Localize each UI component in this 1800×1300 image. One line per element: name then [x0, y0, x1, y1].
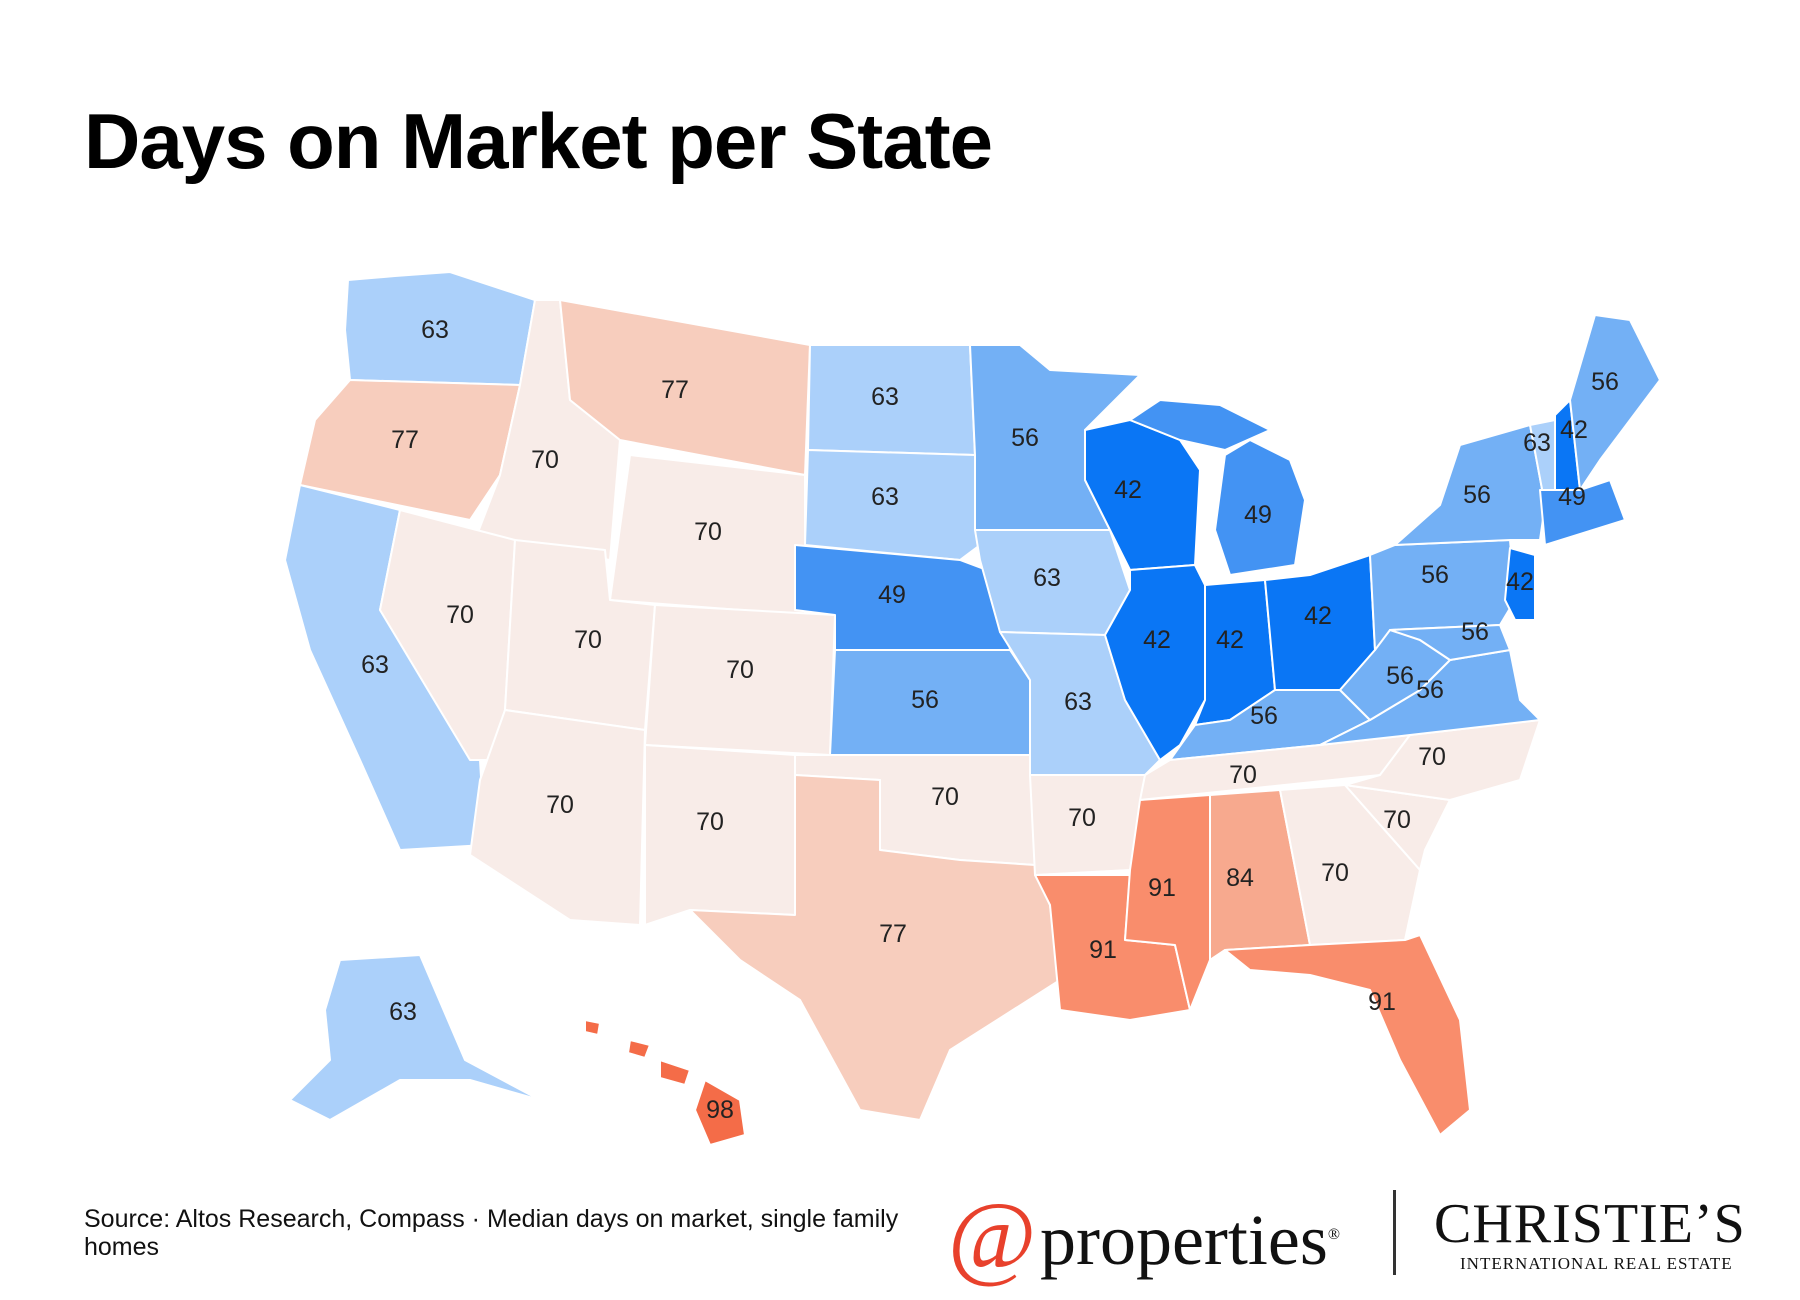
state-ma[interactable]	[1539, 479, 1626, 546]
label-az: 70	[546, 791, 574, 819]
state-tx[interactable]	[689, 774, 1061, 1121]
label-ny: 56	[1463, 481, 1491, 509]
label-co: 70	[726, 656, 754, 684]
label-ma: 49	[1558, 483, 1586, 511]
label-ut: 70	[574, 626, 602, 654]
label-tn: 70	[1229, 761, 1257, 789]
label-ky: 56	[1250, 702, 1278, 730]
label-wy: 70	[694, 518, 722, 546]
state-hi-kauai[interactable]	[584, 1019, 601, 1036]
logo-properties-word: properties	[1040, 1200, 1328, 1280]
state-hi-maui[interactable]	[659, 1059, 691, 1086]
label-ne: 49	[878, 581, 906, 609]
label-ks: 56	[911, 686, 939, 714]
label-nd: 63	[871, 383, 899, 411]
label-nm: 70	[696, 808, 724, 836]
label-pa: 56	[1421, 561, 1449, 589]
label-ga: 70	[1321, 859, 1349, 887]
state-me[interactable]	[1569, 314, 1661, 491]
state-hi-big[interactable]	[694, 1079, 746, 1146]
state-sd[interactable]	[804, 449, 981, 561]
state-mi[interactable]	[1214, 439, 1306, 576]
logo-divider	[1393, 1190, 1396, 1275]
state-md[interactable]	[1389, 624, 1511, 661]
label-va: 56	[1416, 676, 1444, 704]
label-mo: 63	[1064, 688, 1092, 716]
label-or: 77	[391, 426, 419, 454]
label-mt: 77	[661, 376, 689, 404]
label-in: 42	[1216, 626, 1244, 654]
label-nh: 42	[1560, 416, 1588, 444]
label-la: 91	[1089, 936, 1117, 964]
label-mn: 56	[1011, 424, 1039, 452]
label-ar: 70	[1068, 804, 1096, 832]
label-vt: 63	[1523, 429, 1551, 457]
label-ms: 91	[1148, 874, 1176, 902]
state-az[interactable]	[469, 709, 646, 926]
state-nj[interactable]	[1504, 547, 1536, 621]
registered-mark: ®	[1327, 1226, 1341, 1243]
label-sd: 63	[871, 483, 899, 511]
state-mi-up[interactable]	[1129, 399, 1271, 451]
state-labels: 63 77 63 70 70 77 70 70 70 70 70 63 63 4…	[361, 316, 1619, 1124]
label-ak: 63	[389, 998, 417, 1026]
label-oh: 42	[1304, 602, 1332, 630]
state-ga[interactable]	[1279, 784, 1421, 946]
map-title: Days on Market per State	[84, 97, 993, 185]
at-properties-logo-text: properties®	[1040, 1190, 1340, 1285]
state-mt[interactable]	[559, 299, 811, 476]
state-il[interactable]	[1104, 564, 1206, 761]
label-fl: 91	[1368, 988, 1396, 1016]
state-fl[interactable]	[1224, 934, 1471, 1136]
label-wa: 63	[421, 316, 449, 344]
label-ia: 63	[1033, 564, 1061, 592]
label-il: 42	[1143, 626, 1171, 654]
label-ca: 63	[361, 651, 389, 679]
label-wv: 56	[1386, 662, 1414, 690]
label-me: 56	[1591, 368, 1619, 396]
christies-tagline: INTERNATIONAL REAL ESTATE	[1460, 1254, 1733, 1273]
label-hi: 98	[706, 1096, 734, 1124]
at-properties-logo-mark: @	[948, 1182, 1037, 1289]
label-al: 84	[1226, 864, 1254, 892]
christies-logo: CHRISTIE’S	[1434, 1193, 1746, 1255]
label-tx: 77	[879, 920, 907, 948]
label-sc: 70	[1383, 806, 1411, 834]
label-nc: 70	[1418, 743, 1446, 771]
label-md: 56	[1461, 618, 1489, 646]
state-hi-oahu[interactable]	[627, 1039, 651, 1059]
label-nv: 70	[446, 601, 474, 629]
label-mi: 49	[1244, 501, 1272, 529]
state-ak[interactable]	[289, 954, 541, 1121]
label-id: 70	[531, 446, 559, 474]
label-wi: 42	[1114, 476, 1142, 504]
source-note: Source: Altos Research, Compass · Median…	[84, 1205, 899, 1261]
label-nj: 42	[1506, 568, 1534, 596]
label-ok: 70	[931, 783, 959, 811]
